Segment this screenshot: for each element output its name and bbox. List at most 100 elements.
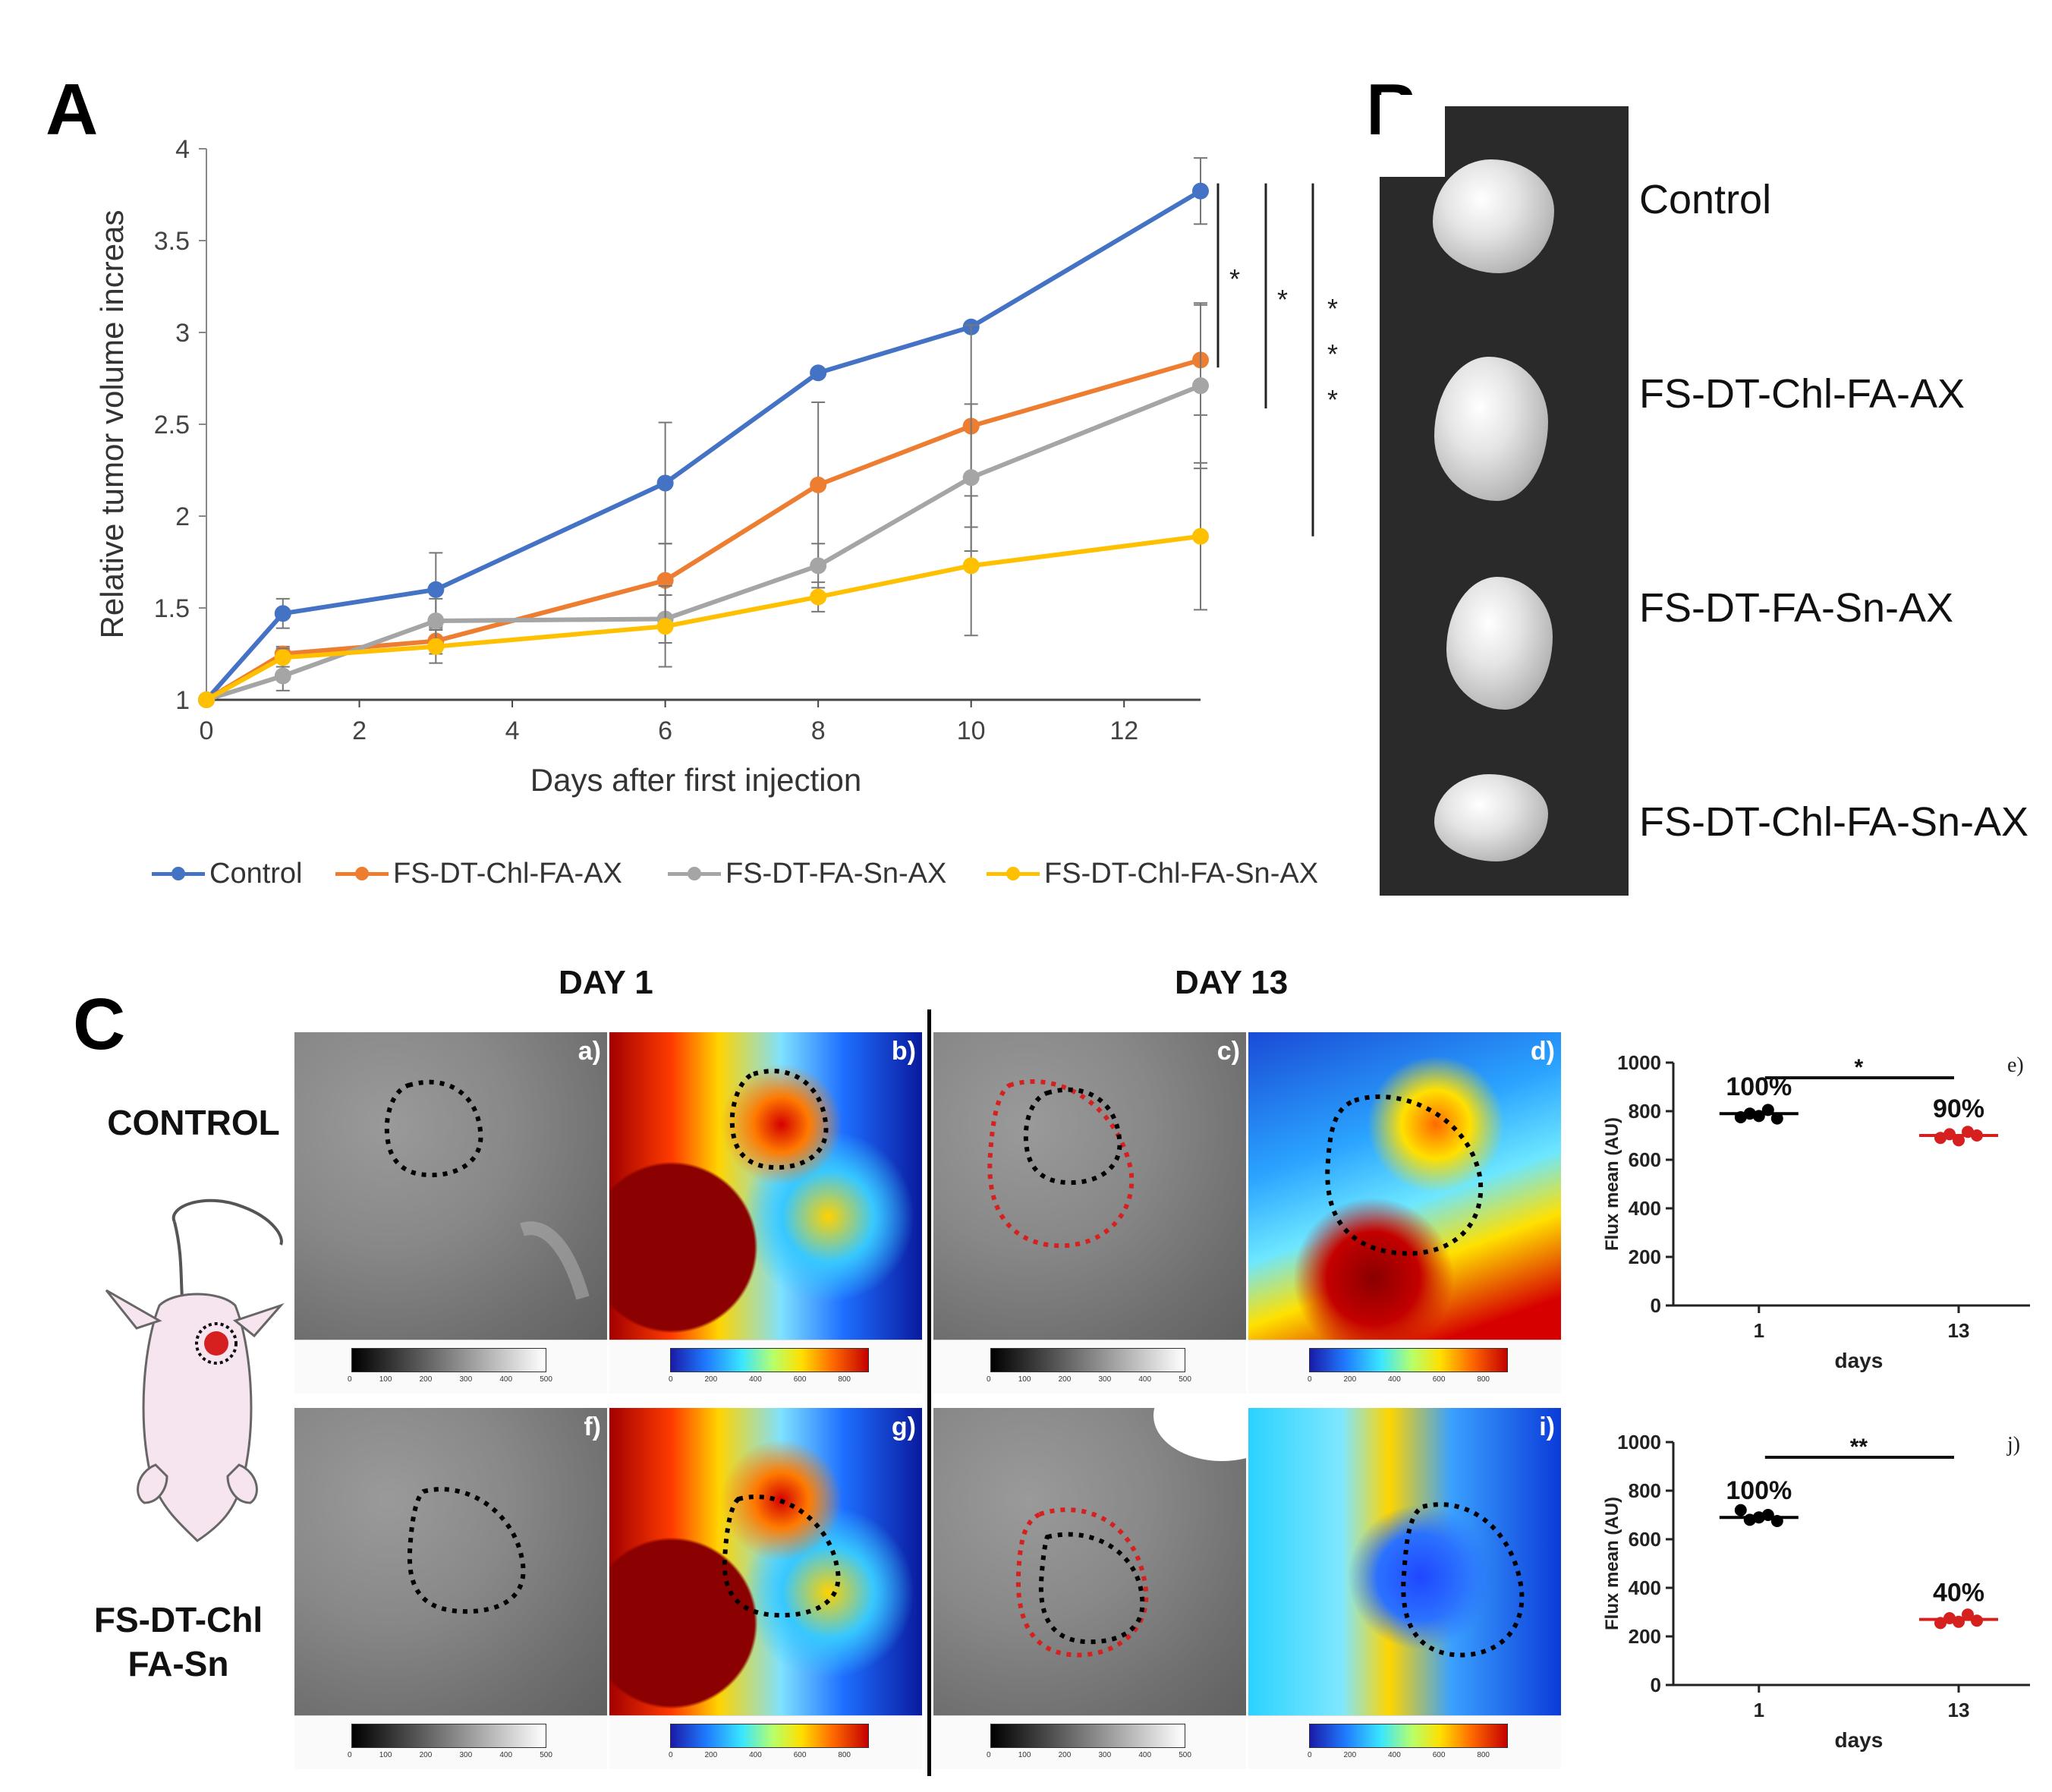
data-point bbox=[962, 469, 980, 487]
data-point bbox=[1962, 1608, 1974, 1621]
colorbar-ticks: 0 200 400 600 800 bbox=[1308, 1751, 1490, 1759]
percent-label: 100% bbox=[1726, 1476, 1792, 1505]
image-cell-f: f) bbox=[294, 1408, 607, 1715]
tick-label: 200 bbox=[704, 1375, 718, 1384]
y-tick-label: 1 bbox=[175, 686, 190, 715]
data-point bbox=[1743, 1513, 1756, 1526]
cell-tag-f: f) bbox=[584, 1412, 601, 1441]
tick-label: 0 bbox=[348, 1751, 352, 1759]
data-point bbox=[1934, 1132, 1947, 1145]
x-tick-label: 0 bbox=[200, 716, 214, 745]
colorbar-ticks: 0 200 400 600 800 bbox=[669, 1375, 851, 1384]
legend-item-fs-dt-fa-sn-ax: FS-DT-FA-Sn-AX bbox=[668, 858, 946, 890]
tick-label: 400 bbox=[1138, 1375, 1152, 1384]
tick-label: 800 bbox=[838, 1375, 851, 1384]
y-tick-label: 1.5 bbox=[154, 594, 190, 623]
data-point bbox=[427, 581, 445, 598]
x-axis-label: days bbox=[1834, 1349, 1883, 1372]
legend-swatch-icon bbox=[152, 867, 205, 880]
x-axis-label: Days after first injection bbox=[530, 762, 862, 798]
day-title-day-1: DAY 1 bbox=[559, 964, 653, 1001]
y-tick-label: 600 bbox=[1629, 1528, 1661, 1551]
legend-swatch-icon bbox=[668, 867, 721, 880]
y-axis-label: Flux mean (AU) bbox=[1602, 1117, 1622, 1251]
panel-tag: j) bbox=[2006, 1433, 2020, 1457]
tick-label: 400 bbox=[749, 1751, 762, 1759]
row-label-fs-dt-chl-fa-sn: FS-DT-Chl FA-Sn bbox=[93, 1600, 263, 1683]
data-point bbox=[810, 364, 827, 382]
tumor-label-fs-dt-chl-fa-ax: FS-DT-Chl-FA-AX bbox=[1639, 371, 1965, 417]
cell-tag-d: d) bbox=[1530, 1037, 1555, 1066]
data-point bbox=[656, 618, 674, 635]
y-tick-label: 2 bbox=[175, 502, 190, 531]
scatter-chart-j: 0 200 400 600 800 1000 1 13 days Flux mean (AU) j)… bbox=[1602, 1431, 2030, 1752]
y-tick-label: 4 bbox=[175, 135, 190, 164]
day-title-day-13: DAY 13 bbox=[1175, 964, 1289, 1001]
panel-letter-a: A bbox=[46, 69, 99, 150]
data-point bbox=[1962, 1126, 1974, 1139]
x-tick-label: 12 bbox=[1109, 716, 1138, 745]
tumor-photo bbox=[1380, 106, 1629, 896]
colorbar-jet-g: 0 200 400 600 800 bbox=[609, 1715, 922, 1769]
tumor-fs-dt-chl-fa-sn-ax-image bbox=[1434, 774, 1548, 861]
panel-letter-c: C bbox=[73, 984, 126, 1065]
roi-outline-icon bbox=[729, 1069, 829, 1170]
cell-tag-a: a) bbox=[578, 1037, 601, 1066]
colorbar-ticks: 0 200 400 600 800 bbox=[1308, 1375, 1490, 1384]
x-tick-label: 13 bbox=[1948, 1319, 1970, 1342]
cell-tag-h: h) bbox=[1215, 1412, 1240, 1441]
y-tick-label: 600 bbox=[1629, 1148, 1661, 1171]
colorbar-gray-c: 0 100 200 300 400 500 bbox=[933, 1340, 1246, 1394]
tick-label: 500 bbox=[540, 1751, 552, 1759]
mouse-illustration bbox=[105, 1198, 285, 1542]
data-point bbox=[274, 649, 291, 666]
tick-label: 400 bbox=[1138, 1751, 1152, 1759]
data-point bbox=[1734, 1504, 1747, 1516]
data-point bbox=[1752, 1511, 1765, 1524]
data-point bbox=[1943, 1612, 1956, 1624]
data-point bbox=[274, 605, 291, 622]
tick-label: 600 bbox=[1432, 1751, 1446, 1759]
tick-label: 200 bbox=[419, 1375, 433, 1384]
data-point bbox=[1934, 1617, 1947, 1630]
significance-label: ** bbox=[1850, 1435, 1868, 1460]
tick-label: 200 bbox=[419, 1751, 433, 1759]
data-point bbox=[427, 638, 445, 655]
cell-tag-c: c) bbox=[1216, 1037, 1240, 1066]
y-tick-label: 800 bbox=[1629, 1100, 1661, 1123]
image-cell-g: g) bbox=[609, 1408, 922, 1715]
legend-item-control: Control bbox=[152, 858, 303, 890]
tick-label: 0 bbox=[1308, 1751, 1312, 1759]
tumor-fs-dt-fa-sn-ax-image bbox=[1446, 577, 1553, 710]
significance-label: * bbox=[1229, 263, 1240, 294]
data-point bbox=[1192, 182, 1209, 200]
roi-outline-icon bbox=[384, 1079, 590, 1300]
tick-label: 100 bbox=[1018, 1751, 1031, 1759]
image-cell-h: h) bbox=[933, 1408, 1246, 1715]
x-tick-label: 4 bbox=[505, 716, 520, 745]
tick-label: 400 bbox=[1388, 1375, 1401, 1384]
data-point bbox=[198, 691, 215, 708]
legend-label: FS-DT-Chl-FA-AX bbox=[393, 858, 622, 890]
tumor-fs-dt-chl-fa-ax-image bbox=[1434, 357, 1548, 501]
y-tick-label: 400 bbox=[1629, 1197, 1661, 1220]
y-tick-label: 800 bbox=[1629, 1479, 1661, 1502]
y-tick-label: 1000 bbox=[1617, 1051, 1661, 1074]
y-tick-label: 0 bbox=[1651, 1294, 1661, 1317]
tick-label: 500 bbox=[540, 1375, 552, 1384]
tick-label: 400 bbox=[1388, 1751, 1401, 1759]
data-point bbox=[1743, 1107, 1756, 1120]
x-tick-label: 1 bbox=[1754, 1319, 1764, 1342]
colorbar-ticks: 0 100 200 300 400 500 bbox=[348, 1751, 552, 1759]
colorbar-jet-strip bbox=[1309, 1348, 1508, 1372]
roi-outline-icon bbox=[987, 1079, 1135, 1249]
tick-label: 200 bbox=[704, 1751, 718, 1759]
tick-label: 500 bbox=[1179, 1751, 1191, 1759]
y-tick-label: 1000 bbox=[1617, 1431, 1661, 1453]
colorbar-gray-a: 0 100 200 300 400 500 bbox=[294, 1340, 607, 1394]
tick-label: 200 bbox=[1058, 1751, 1072, 1759]
tick-label: 300 bbox=[459, 1751, 473, 1759]
cell-tag-i: i) bbox=[1539, 1412, 1555, 1441]
data-point bbox=[656, 474, 674, 492]
panel-tag: e) bbox=[2007, 1053, 2024, 1077]
